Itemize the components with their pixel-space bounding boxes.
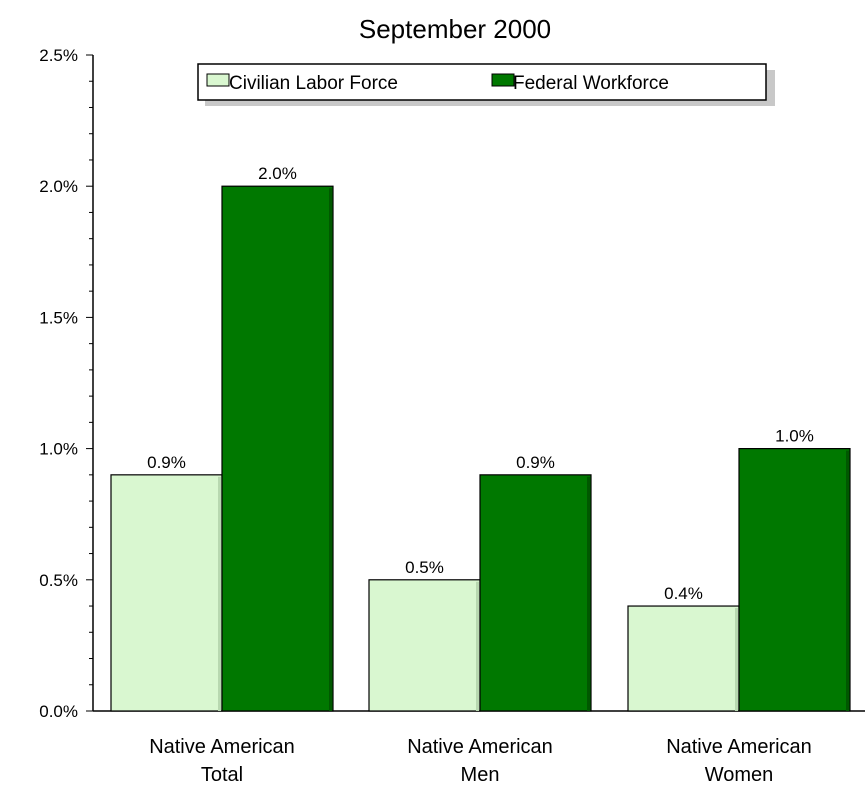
legend-label-civilian: Civilian Labor Force	[229, 73, 398, 94]
bar-federal-2	[738, 448, 851, 712]
legend: Civilian Labor Force Federal Workforce	[197, 63, 775, 106]
y-tick-label: 0.5%	[39, 571, 78, 590]
bar-civilian-0	[110, 474, 223, 712]
bar-value-label: 0.5%	[405, 558, 444, 577]
bar-shadow	[218, 476, 221, 711]
bar-shadow	[846, 450, 849, 711]
chart-title: September 2000	[359, 14, 551, 44]
y-tick-label: 1.5%	[39, 308, 78, 327]
y-tick-label: 0.0%	[39, 702, 78, 721]
legend-swatch-civilian	[206, 73, 230, 87]
bar-value-label: 0.4%	[664, 584, 703, 603]
bar-civilian-1	[368, 579, 481, 712]
legend-swatch-federal	[491, 73, 515, 87]
category-label: Women	[705, 764, 774, 786]
category-label: Total	[201, 764, 243, 786]
bar-shadow	[329, 188, 332, 711]
y-tick-label: 2.0%	[39, 177, 78, 196]
bars: 0.9% 2.0% 0.5% 0.9% 0.4% 1.0%	[110, 164, 851, 712]
bar-civilian-2	[627, 605, 740, 712]
bar-federal-0	[221, 185, 334, 712]
category-label: Native American	[407, 736, 553, 758]
legend-label-federal: Federal Workforce	[513, 73, 669, 94]
bar-shadow	[476, 581, 479, 711]
bar-value-label: 2.0%	[258, 164, 297, 183]
y-tick-label: 2.5%	[39, 46, 78, 65]
bar-federal-1	[479, 474, 592, 712]
bar-value-label: 0.9%	[516, 453, 555, 472]
legend-box	[197, 63, 767, 101]
category-label: Men	[461, 764, 500, 786]
bar-shadow	[735, 608, 738, 711]
category-label: Native American	[149, 736, 295, 758]
y-tick-label: 1.0%	[39, 440, 78, 459]
bar-value-label: 0.9%	[147, 453, 186, 472]
bar-value-label: 1.0%	[775, 427, 814, 446]
bar-shadow	[587, 476, 590, 711]
x-axis-labels: Native American Total Native American Men Na…	[149, 736, 812, 786]
category-label: Native American	[666, 736, 812, 758]
